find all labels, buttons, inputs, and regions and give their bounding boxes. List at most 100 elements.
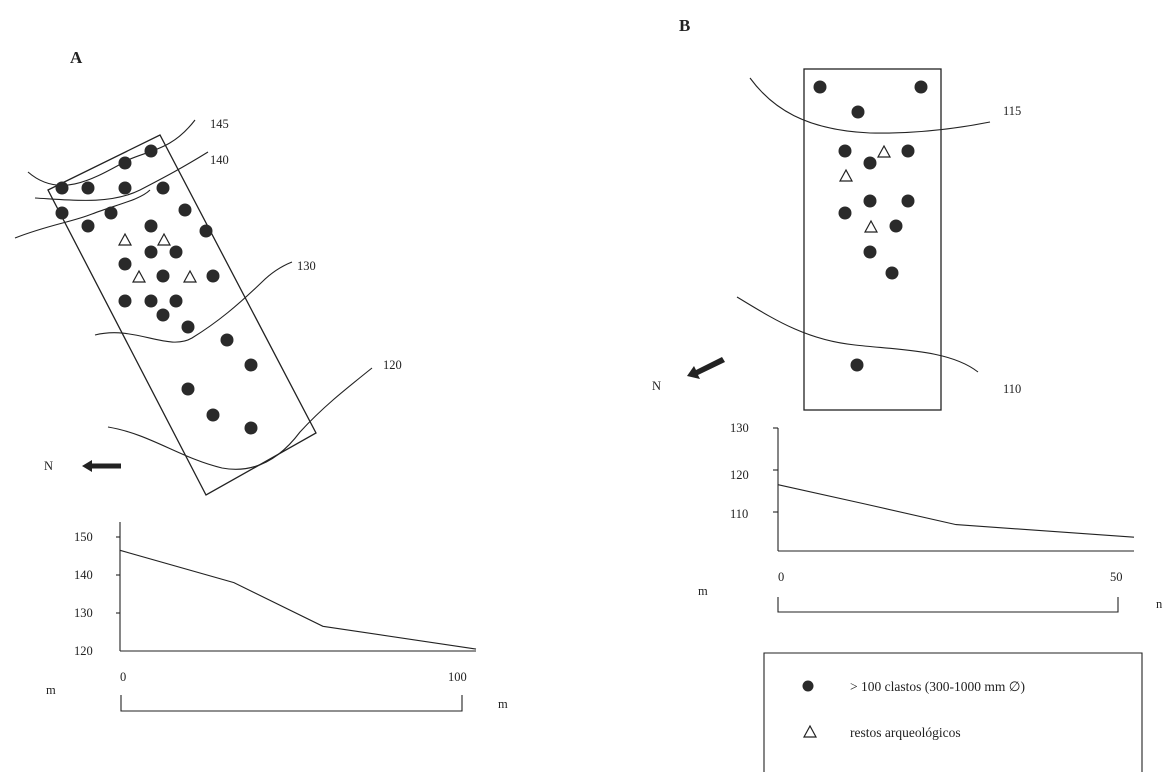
clast-dot: [104, 206, 118, 220]
archaeological-triangle: [863, 219, 879, 233]
clast-dot: [144, 144, 158, 158]
clast-dot: [851, 105, 865, 119]
clast-dot: [144, 294, 158, 308]
profile-a-tick-label: 140: [74, 568, 93, 582]
archaeological-triangle: [131, 269, 147, 283]
clast-dot: [118, 294, 132, 308]
legend: > 100 clastos (300-1000 mm ∅) restos arq…: [763, 652, 1143, 772]
clast-dots-a: [55, 144, 258, 435]
clast-dot: [156, 181, 170, 195]
panel-a-label: A: [70, 48, 83, 67]
north-arrow-a: N: [44, 459, 121, 473]
sampling-area-b: [803, 68, 942, 411]
clast-dot: [144, 245, 158, 259]
clast-dot: [863, 156, 877, 170]
clast-dot: [118, 156, 132, 170]
profile-chart-a: 150 140 130 120 m 0 100 m: [46, 522, 508, 712]
archaeological-triangle: [182, 269, 198, 283]
profile-a-y-unit: m: [46, 683, 56, 697]
clast-dot: [118, 257, 132, 271]
profile-a-x-end: 100: [448, 670, 467, 684]
clast-dot: [178, 203, 192, 217]
clast-dot: [244, 358, 258, 372]
north-arrow-b: N: [652, 357, 725, 393]
clast-dot: [863, 194, 877, 208]
clast-dot: [838, 144, 852, 158]
archaeological-triangle: [117, 232, 133, 246]
arrow-down-left-icon: [687, 357, 725, 379]
legend-label-clasts: > 100 clastos (300-1000 mm ∅): [850, 679, 1025, 694]
clast-dot: [914, 80, 928, 94]
clast-dot: [889, 219, 903, 233]
archaeological-triangle: [876, 144, 892, 158]
profile-b-x-unit: n: [1156, 597, 1163, 611]
clast-dot: [156, 269, 170, 283]
legend-label-archaeological: restos arqueológicos: [850, 725, 961, 740]
clast-dot: [81, 181, 95, 195]
clast-dot: [199, 224, 213, 238]
profile-a-tick-label: 150: [74, 530, 93, 544]
panel-b: B 115 110: [652, 16, 1163, 772]
panel-a: A 145 140 130 120: [14, 48, 508, 712]
arrow-left-icon: [82, 460, 121, 472]
contour-label-110: 110: [1003, 382, 1021, 396]
contour-label-115: 115: [1003, 104, 1021, 118]
scale-bar-a: [120, 695, 463, 712]
clast-dot: [901, 194, 915, 208]
clast-dot: [850, 358, 864, 372]
clast-dot: [144, 219, 158, 233]
clast-dot: [813, 80, 827, 94]
clast-dot: [206, 408, 220, 422]
profile-chart-b: 130 120 110 m 0 50 n: [698, 421, 1163, 613]
legend-box: [763, 652, 1143, 772]
north-label-b: N: [652, 379, 661, 393]
contour-line-110: [736, 296, 979, 373]
profile-b-tick-label: 120: [730, 468, 749, 482]
clast-dot: [220, 333, 234, 347]
legend-triangle-icon: [802, 724, 818, 738]
contour-line-140: [34, 151, 209, 201]
profile-b-line: [777, 484, 1135, 538]
clast-dot: [206, 269, 220, 283]
clast-dot: [169, 245, 183, 259]
legend-clast-dot-icon: [802, 680, 814, 692]
contour-line-130: [94, 261, 293, 343]
clast-dot: [885, 266, 899, 280]
sampling-area-a: [47, 134, 317, 496]
north-label-a: N: [44, 459, 53, 473]
contour-label-130: 130: [297, 259, 316, 273]
contour-line-115: [749, 77, 991, 134]
profile-a-tick-label: 120: [74, 644, 93, 658]
archaeological-triangle: [838, 168, 854, 182]
clast-dot: [118, 181, 132, 195]
profile-b-x-start: 0: [778, 570, 784, 584]
clast-dot: [244, 421, 258, 435]
archaeological-triangle: [156, 232, 172, 246]
contour-label-140: 140: [210, 153, 229, 167]
clast-dot: [901, 144, 915, 158]
profile-a-tick-label: 130: [74, 606, 93, 620]
clast-dot: [838, 206, 852, 220]
panel-b-label: B: [679, 16, 690, 35]
archaeological-triangles-a: [117, 232, 198, 283]
profile-b-x-end: 50: [1110, 570, 1123, 584]
contour-label-145: 145: [210, 117, 229, 131]
profile-a-x-start: 0: [120, 670, 126, 684]
contour-line-140b: [14, 189, 151, 239]
clast-dot: [81, 219, 95, 233]
contour-label-120: 120: [383, 358, 402, 372]
clast-dot: [156, 308, 170, 322]
clast-dots-b: [813, 80, 928, 372]
archaeological-triangles-b: [838, 144, 892, 233]
profile-a-x-unit: m: [498, 697, 508, 711]
profile-a-line: [119, 549, 477, 650]
clast-dot: [55, 181, 69, 195]
profile-b-tick-label: 110: [730, 507, 748, 521]
clast-dot: [181, 320, 195, 334]
profile-b-tick-label: 130: [730, 421, 749, 435]
scale-bar-b: [777, 597, 1119, 613]
clast-dot: [181, 382, 195, 396]
clast-dot: [169, 294, 183, 308]
clast-dot: [863, 245, 877, 259]
